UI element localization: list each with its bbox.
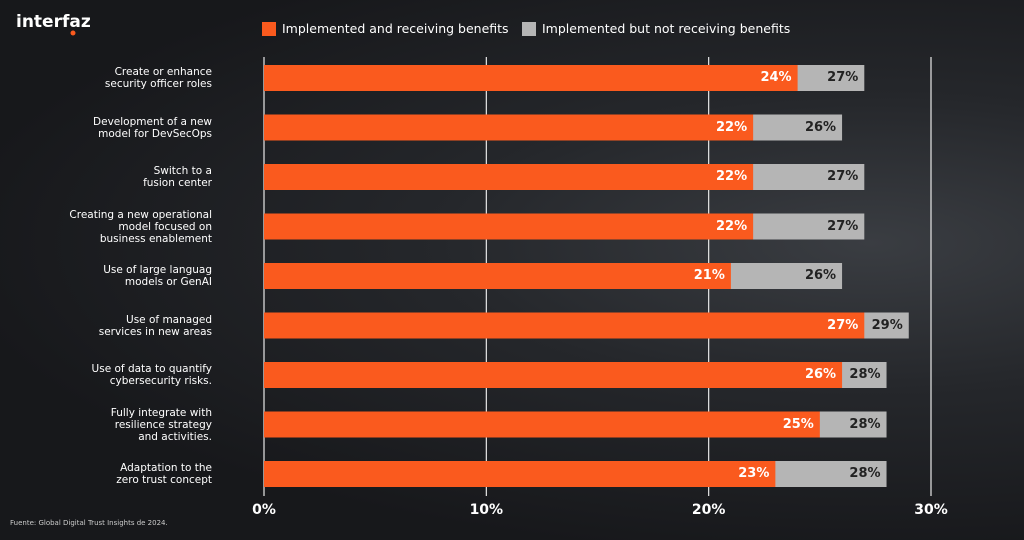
y-tick-label: Switch to a fusion center: [143, 165, 212, 189]
y-tick-label: Adaptation to the zero trust concept: [116, 462, 212, 486]
data-label: 23%: [738, 466, 770, 481]
y-tick-label: Use of managed services in new areas: [98, 313, 212, 338]
data-label: 22%: [716, 169, 748, 184]
y-tick-label: Use of large languag models or GenAI: [103, 264, 212, 288]
data-label: 27%: [827, 317, 859, 333]
x-tick-label: 10%: [469, 502, 504, 518]
data-label: 26%: [804, 367, 837, 382]
legend-label: Implemented but not receiving benefits: [542, 21, 791, 36]
bar: [264, 312, 865, 339]
data-label: 22%: [716, 218, 748, 234]
data-label: 22%: [716, 119, 748, 135]
legend-swatch: [522, 22, 536, 36]
x-tick-label: 20%: [691, 502, 726, 518]
data-label: 28%: [849, 466, 881, 481]
bar: [264, 263, 731, 289]
data-label: 28%: [849, 416, 881, 432]
data-label: 29%: [871, 317, 903, 333]
data-label: 26%: [804, 119, 837, 135]
data-label: 27%: [827, 70, 859, 85]
y-tick-label: Use of data to quantify cybersecurity ri…: [91, 363, 212, 387]
bar: [264, 362, 843, 388]
data-label: 27%: [827, 169, 859, 184]
bar: [264, 461, 776, 487]
y-tick-label: Create or enhance security officer roles: [104, 66, 212, 90]
y-tick-label: Development of a new model for DevSecOps: [93, 115, 212, 140]
bar: [264, 114, 754, 141]
data-label: 21%: [693, 268, 725, 283]
x-tick-label: 30%: [914, 502, 948, 518]
y-tick-label: Creating a new operational model focused…: [69, 208, 212, 245]
legend-label: Implemented and receiving benefits: [282, 21, 509, 36]
data-label: 28%: [849, 367, 881, 382]
source: Fuente: Global Digital Trust Insights de…: [10, 519, 168, 527]
data-label: 24%: [760, 70, 792, 85]
legend-swatch: [262, 22, 276, 36]
data-label: 25%: [782, 416, 814, 432]
data-label: 26%: [804, 268, 837, 283]
y-tick-label: Fully integrate with resilience strategy…: [110, 406, 212, 443]
bar: [264, 164, 754, 190]
bar: [264, 411, 820, 438]
bar: [264, 65, 798, 91]
logo-dot: [70, 30, 76, 36]
x-tick-label: 0%: [252, 502, 276, 518]
data-label: 27%: [827, 218, 859, 234]
bar: [264, 213, 754, 240]
logo: interfaz: [16, 12, 91, 32]
